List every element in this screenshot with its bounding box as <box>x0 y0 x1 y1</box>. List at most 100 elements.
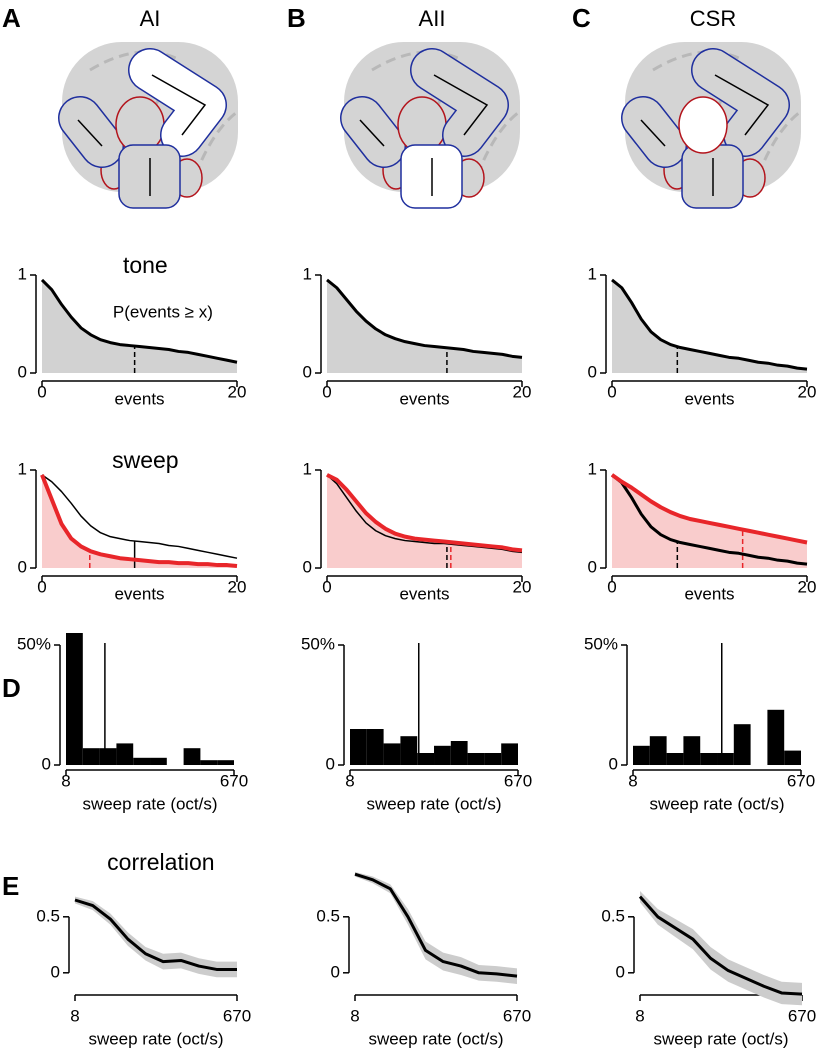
y-tick-label: 1 <box>303 264 312 283</box>
y-tick-label: 1 <box>588 264 597 283</box>
bar <box>99 748 117 765</box>
x-tick-label: 670 <box>223 1006 251 1025</box>
x-tick-label: 8 <box>70 1006 79 1025</box>
field-axis <box>640 119 666 147</box>
bar <box>649 736 667 765</box>
x-tick-label: 0 <box>37 577 46 596</box>
y-tick-label: 0.5 <box>601 906 625 925</box>
line <box>41 474 238 559</box>
y-tick-label: 0 <box>616 962 625 981</box>
x-tick-label: 670 <box>504 771 532 790</box>
panel-label: D <box>2 673 21 703</box>
bar <box>633 745 650 765</box>
area <box>327 474 522 568</box>
field-outline <box>678 96 728 154</box>
line <box>610 473 808 545</box>
x-axis-label: events <box>684 389 734 408</box>
x-tick-label: 8 <box>628 771 637 790</box>
x-tick-label: 8 <box>61 771 70 790</box>
bar <box>66 633 83 765</box>
x-tick-label: 20 <box>513 382 532 401</box>
y-tick-label: 0 <box>18 557 27 576</box>
area <box>327 279 522 373</box>
x-tick-label: 670 <box>788 1006 816 1025</box>
bar <box>733 724 751 765</box>
bar <box>383 743 401 765</box>
y-tick-label: 0 <box>588 557 597 576</box>
x-tick-label: 20 <box>798 577 817 596</box>
x-axis-label: sweep rate (oct/s) <box>653 1029 788 1048</box>
x-tick-label: 20 <box>228 577 247 596</box>
line <box>638 895 803 996</box>
x-axis-label: sweep rate (oct/s) <box>368 1029 503 1048</box>
y-tick-label: 0 <box>326 754 335 773</box>
y-tick-label: 1 <box>303 459 312 478</box>
panel-label: E <box>2 871 19 901</box>
line <box>354 872 518 978</box>
x-tick-label: 20 <box>513 577 532 596</box>
field-axis <box>151 74 207 136</box>
line <box>611 473 808 566</box>
bar <box>200 760 218 765</box>
bar <box>400 736 418 765</box>
bar <box>183 748 201 765</box>
y-tick-label: 0 <box>588 362 597 381</box>
line <box>74 898 237 971</box>
annotation: P(events ≥ x) <box>113 302 213 321</box>
x-tick-label: 0 <box>37 382 46 401</box>
y-tick-label: 1 <box>588 459 597 478</box>
y-tick-label: 0 <box>51 962 60 981</box>
y-tick-label: 0.5 <box>316 906 340 925</box>
bar <box>82 748 100 765</box>
area <box>612 279 807 373</box>
bar <box>116 743 134 765</box>
region-title: AI <box>140 6 161 31</box>
x-tick-label: 0 <box>322 577 331 596</box>
x-tick-label: 20 <box>798 382 817 401</box>
y-tick-label: 0 <box>609 754 618 773</box>
brain-diagram <box>340 42 523 209</box>
y-tick-label: 50% <box>17 634 51 653</box>
panel-label: A <box>2 3 21 33</box>
field-axis <box>359 119 385 147</box>
area <box>612 474 807 568</box>
y-tick-label: 0 <box>303 557 312 576</box>
y-tick-label: 50% <box>301 634 335 653</box>
bar <box>767 709 785 765</box>
bar <box>350 729 367 765</box>
y-tick-label: 0.5 <box>36 906 60 925</box>
bar <box>150 757 167 765</box>
bar <box>683 736 701 765</box>
bar <box>217 760 234 765</box>
field-axis <box>77 119 103 147</box>
panel-label: C <box>572 3 591 33</box>
brain-diagram <box>621 42 804 209</box>
y-tick-label: 50% <box>584 634 618 653</box>
line <box>326 278 523 359</box>
line <box>326 473 523 553</box>
x-axis-label: sweep rate (oct/s) <box>366 794 501 813</box>
x-axis-label: events <box>399 389 449 408</box>
y-tick-label: 1 <box>18 459 27 478</box>
error-band <box>355 872 517 984</box>
x-tick-label: 8 <box>350 1006 359 1025</box>
bar <box>366 729 384 765</box>
y-tick-label: 1 <box>18 264 27 283</box>
x-axis-label: events <box>114 389 164 408</box>
chart-title: tone <box>123 252 168 278</box>
x-tick-label: 8 <box>635 1006 644 1025</box>
line <box>611 278 808 371</box>
area <box>42 279 237 373</box>
bar <box>666 753 684 765</box>
brain-diagram <box>58 42 241 209</box>
error-band <box>640 891 802 1006</box>
bar <box>417 753 435 765</box>
x-tick-label: 670 <box>503 1006 531 1025</box>
y-tick-label: 0 <box>331 962 340 981</box>
bar <box>450 741 468 765</box>
line <box>40 474 238 569</box>
x-axis-label: sweep rate (oct/s) <box>82 794 217 813</box>
x-axis-label: events <box>684 584 734 603</box>
x-axis-label: sweep rate (oct/s) <box>88 1029 223 1048</box>
